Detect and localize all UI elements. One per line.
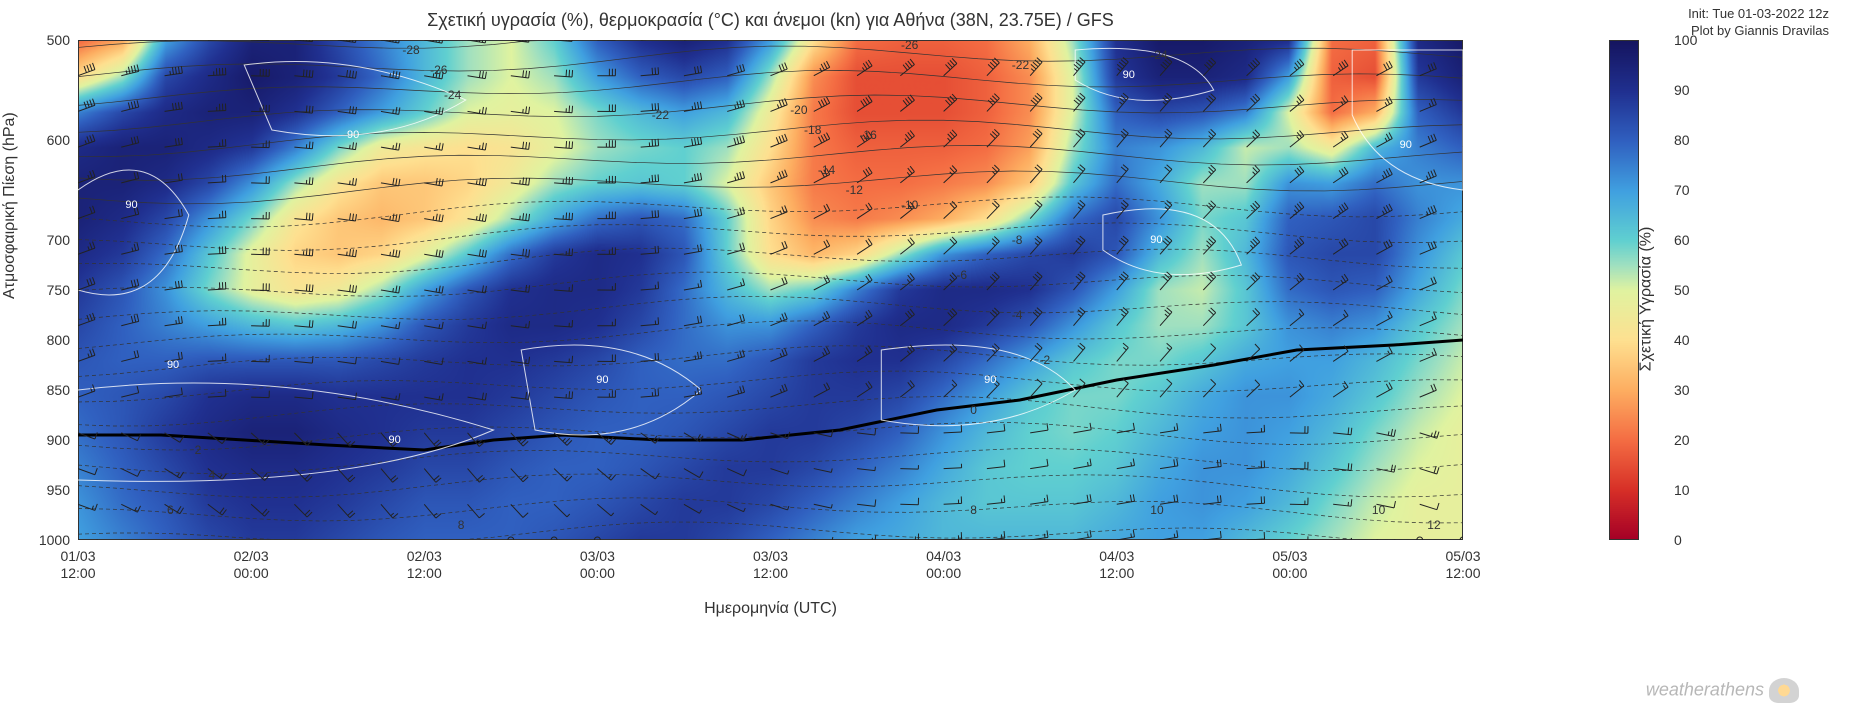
isotherm-label: 10 xyxy=(1148,503,1165,517)
isotherm-label: -26 xyxy=(428,63,449,77)
rh90-label: 90 xyxy=(347,129,359,141)
isotherm-label: 12 xyxy=(1425,518,1442,532)
rh90-label: 90 xyxy=(596,374,608,386)
rh90-label: 90 xyxy=(389,434,401,446)
colorbar-tick: 90 xyxy=(1674,82,1690,98)
x-tick: 05/03 00:00 xyxy=(1265,548,1315,582)
y-tick: 700 xyxy=(30,232,70,248)
isotherm-label: -24 xyxy=(442,88,463,102)
watermark: weatherathens xyxy=(1646,678,1799,703)
y-tick: 600 xyxy=(30,132,70,148)
x-tick: 02/03 12:00 xyxy=(399,548,449,582)
isotherm-label: -24 xyxy=(1148,48,1169,62)
colorbar-tick: 60 xyxy=(1674,232,1690,248)
colorbar-container xyxy=(1609,40,1639,540)
isotherm-label: -18 xyxy=(802,123,823,137)
isotherm-label: 8 xyxy=(456,518,467,532)
isotherm-label: -4 xyxy=(1010,308,1025,322)
y-tick: 850 xyxy=(30,382,70,398)
isotherm-label: -2 xyxy=(1038,353,1053,367)
rh90-label: 90 xyxy=(125,199,137,211)
y-axis-label: Ατμοσφαιρική Πίεση (hPa) xyxy=(1,112,19,299)
rh90-label: 90 xyxy=(167,359,179,371)
x-tick: 05/03 12:00 xyxy=(1438,548,1488,582)
isotherm-label: 8 xyxy=(968,503,979,517)
isotherm-label: 10 xyxy=(1370,503,1387,517)
init-line2: Plot by Giannis Dravilas xyxy=(1688,23,1829,40)
watermark-text: weatherathens xyxy=(1646,679,1764,699)
colorbar-tick: 70 xyxy=(1674,182,1690,198)
plot-area-container xyxy=(78,40,1463,540)
y-tick: 1000 xyxy=(30,532,70,548)
x-tick: 03/03 00:00 xyxy=(572,548,622,582)
humidity-heatmap xyxy=(78,40,1463,540)
isotherm-label: -12 xyxy=(844,183,865,197)
colorbar-tick: 100 xyxy=(1674,32,1697,48)
colorbar-tick: 30 xyxy=(1674,382,1690,398)
x-axis-label: Ημερομηνία (UTC) xyxy=(78,600,1463,618)
isotherm-label: -16 xyxy=(857,128,878,142)
colorbar-tick: 20 xyxy=(1674,432,1690,448)
x-tick: 04/03 00:00 xyxy=(919,548,969,582)
isotherm-label: 0 xyxy=(968,403,979,417)
isotherm-label: -10 xyxy=(899,198,920,212)
colorbar xyxy=(1609,40,1639,540)
isotherm-label: -8 xyxy=(1010,233,1025,247)
isotherm-label: -26 xyxy=(899,38,920,52)
rh90-label: 90 xyxy=(1123,69,1135,81)
chart-title: Σχετική υγρασία (%), θερμοκρασία (°C) κα… xyxy=(78,10,1463,31)
x-tick: 02/03 00:00 xyxy=(226,548,276,582)
colorbar-tick: 0 xyxy=(1674,532,1682,548)
isotherm-label: -22 xyxy=(1010,58,1031,72)
isotherm-label: -20 xyxy=(788,103,809,117)
colorbar-tick: 10 xyxy=(1674,482,1690,498)
init-info: Init: Tue 01-03-2022 12z Plot by Giannis… xyxy=(1688,6,1829,40)
x-tick: 03/03 12:00 xyxy=(746,548,796,582)
x-tick: 01/03 12:00 xyxy=(53,548,103,582)
colorbar-tick: 80 xyxy=(1674,132,1690,148)
colorbar-tick: 40 xyxy=(1674,332,1690,348)
isotherm-label: 6 xyxy=(165,503,176,517)
y-tick: 500 xyxy=(30,32,70,48)
isotherm-label: 4 xyxy=(207,468,218,482)
watermark-icon xyxy=(1769,678,1799,703)
rh90-label: 90 xyxy=(984,374,996,386)
isotherm-label: -28 xyxy=(400,43,421,57)
init-line1: Init: Tue 01-03-2022 12z xyxy=(1688,6,1829,23)
y-tick: 900 xyxy=(30,432,70,448)
rh90-label: 90 xyxy=(1150,234,1162,246)
isotherm-label: -22 xyxy=(650,108,671,122)
rh90-label: 90 xyxy=(1400,139,1412,151)
isotherm-label: -6 xyxy=(954,268,969,282)
x-tick: 04/03 12:00 xyxy=(1092,548,1142,582)
isotherm-label: -14 xyxy=(816,163,837,177)
y-tick: 750 xyxy=(30,282,70,298)
colorbar-label: Σχετική Υγρασία (%) xyxy=(1638,227,1656,372)
colorbar-tick: 50 xyxy=(1674,282,1690,298)
y-tick: 800 xyxy=(30,332,70,348)
y-tick: 950 xyxy=(30,482,70,498)
isotherm-label: 2 xyxy=(193,443,204,457)
